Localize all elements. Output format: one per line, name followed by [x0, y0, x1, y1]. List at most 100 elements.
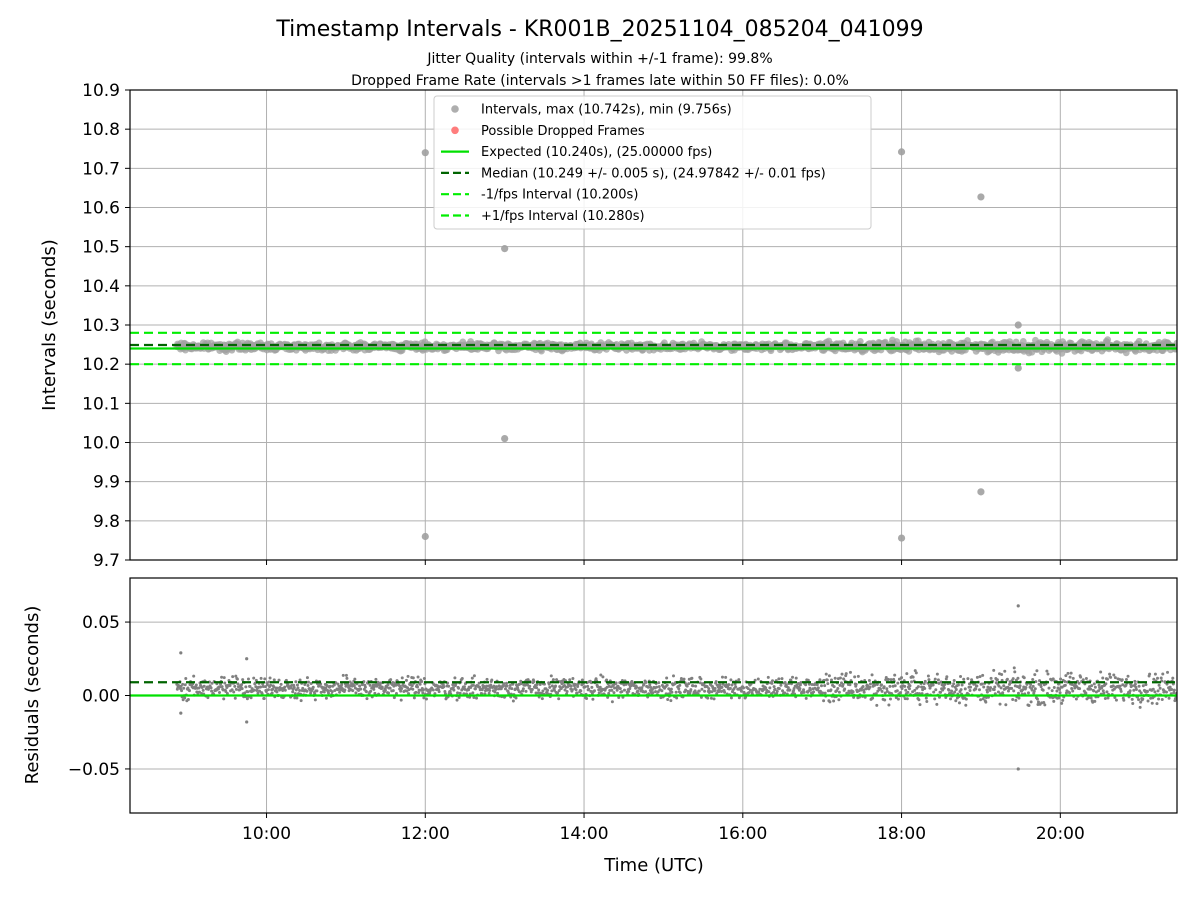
residual-point [1111, 684, 1115, 688]
residual-point [868, 682, 872, 686]
residual-point [574, 688, 578, 692]
residual-point [488, 688, 492, 692]
residual-point [328, 684, 332, 688]
residual-point [959, 675, 963, 679]
residual-point [962, 677, 966, 681]
residual-point [867, 679, 871, 683]
residual-point [271, 687, 275, 691]
residual-point [1084, 677, 1088, 681]
residual-point [928, 686, 932, 690]
residual-point [823, 684, 827, 688]
y-tick-label: 10.6 [82, 199, 120, 219]
residual-point [727, 683, 731, 687]
residual-point [1153, 672, 1157, 676]
residual-point [992, 668, 996, 672]
residual-point [685, 684, 689, 688]
x-axis-label: Time (UTC) [603, 855, 704, 876]
residual-point [372, 687, 376, 691]
residual-point [262, 696, 266, 700]
residual-point [733, 691, 737, 695]
residual-point [1001, 691, 1005, 695]
residual-point [1166, 670, 1170, 674]
residual-point [829, 688, 833, 692]
residual-point [246, 690, 250, 694]
figure-subtitle-jitter: Jitter Quality (intervals within +/-1 fr… [426, 51, 772, 67]
residual-point [241, 678, 245, 682]
interval-outlier-point [897, 534, 906, 542]
residual-point [563, 688, 567, 692]
residual-outlier-point [245, 720, 249, 724]
residual-point [1069, 671, 1073, 675]
residual-point [1148, 672, 1152, 676]
legend: Intervals, max (10.742s), min (9.756s) Po… [433, 95, 872, 230]
legend-label: -1/fps Interval (10.200s) [481, 188, 638, 203]
residual-point [675, 696, 679, 700]
residual-point [1074, 697, 1078, 701]
residual-point [833, 676, 837, 680]
residual-point [885, 689, 889, 693]
residual-point [896, 697, 900, 701]
residual-point [541, 689, 545, 693]
residual-point [568, 678, 572, 682]
residual-point [551, 678, 555, 682]
residual-point [494, 687, 498, 691]
residual-point [374, 677, 378, 681]
residual-point [655, 685, 659, 689]
residual-point [841, 682, 845, 686]
residual-point [1173, 697, 1177, 701]
residual-point [340, 683, 344, 687]
residual-point [996, 690, 1000, 694]
residual-point [201, 688, 205, 692]
residual-point [657, 681, 661, 685]
residual-point [1141, 697, 1145, 701]
residual-point [1071, 676, 1075, 680]
residual-point [1093, 685, 1097, 689]
interval-outlier-point [421, 149, 429, 157]
residual-point [369, 689, 373, 693]
residual-point [665, 676, 669, 680]
residual-point [540, 697, 544, 701]
residual-point [1167, 696, 1171, 700]
residual-point [511, 682, 515, 686]
residual-point [1152, 677, 1156, 681]
residual-point [1043, 703, 1047, 707]
residual-point [590, 685, 594, 689]
residual-point [383, 688, 387, 692]
residual-point [824, 672, 828, 676]
residual-point [818, 678, 822, 682]
residual-point [477, 681, 481, 685]
residual-point [1034, 680, 1038, 684]
residual-point [788, 688, 792, 692]
residual-point [959, 688, 963, 692]
residual-point [927, 678, 931, 682]
residual-point [422, 696, 426, 700]
residual-point [341, 673, 345, 677]
residual-point [1031, 684, 1035, 688]
residual-point [1099, 670, 1103, 674]
residual-point [1027, 703, 1031, 707]
residual-point [1011, 677, 1015, 681]
residual-point [197, 686, 201, 690]
residual-point [399, 689, 403, 693]
residual-point [644, 690, 648, 694]
residual-point [627, 689, 631, 693]
residual-point [530, 688, 534, 692]
residual-point [236, 682, 240, 686]
residual-point [670, 690, 674, 694]
residual-point [386, 683, 390, 687]
residual-point [1108, 672, 1112, 676]
residual-point [264, 690, 268, 694]
residual-point [472, 696, 476, 700]
residual-point [362, 680, 366, 684]
residual-point [1164, 690, 1168, 694]
residual-point [1084, 691, 1088, 695]
residual-point [847, 691, 851, 695]
residual-point [482, 684, 486, 688]
residual-point [186, 698, 190, 702]
residual-point [1102, 691, 1106, 695]
residual-point [307, 680, 311, 684]
residual-point [456, 691, 460, 695]
residual-point [447, 684, 451, 688]
residual-point [884, 675, 888, 679]
residual-point [723, 690, 727, 694]
